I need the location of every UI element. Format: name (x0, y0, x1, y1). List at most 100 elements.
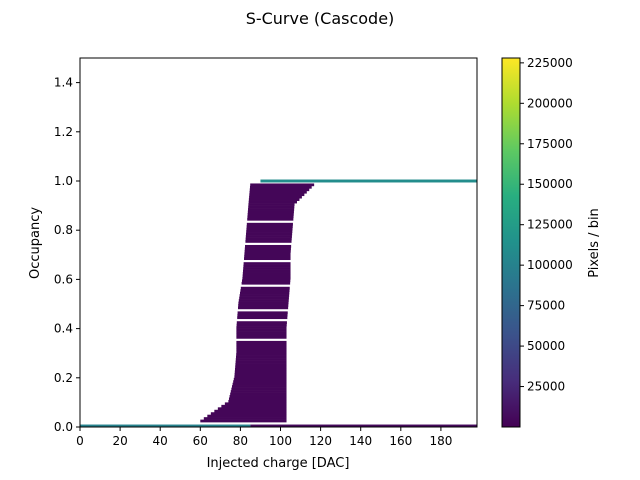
y-tick-label: 0.8 (54, 223, 73, 237)
heatmap-cell (240, 286, 290, 290)
heatmap-cell (230, 392, 287, 396)
heatmap-cell (248, 200, 297, 204)
heatmap-cell (249, 188, 310, 192)
heatmap-cell (244, 247, 291, 251)
y-tick-label: 0.2 (54, 371, 73, 385)
heatmap-cell (247, 215, 294, 219)
heatmap-cell (231, 387, 287, 391)
heatmap-cell (239, 294, 290, 297)
x-tick-label: 100 (269, 434, 292, 448)
heatmap-cell (236, 340, 287, 344)
heatmap-cell (237, 313, 288, 317)
y-tick-label: 1.2 (54, 125, 73, 139)
heatmap-cell (238, 299, 289, 302)
heatmap-cell (236, 331, 287, 334)
heatmap-cell (200, 419, 287, 423)
heatmap-cell (236, 350, 287, 354)
heatmap-cell (233, 380, 287, 384)
colorbar-tick-label: 175000 (527, 137, 573, 151)
heatmap-cell (242, 279, 291, 283)
heatmap-cell (248, 203, 295, 206)
y-tick-label: 0.4 (54, 322, 73, 336)
y-tick-label: 1.0 (54, 174, 73, 188)
heatmap-cell (236, 333, 287, 337)
heatmap-cell (244, 254, 291, 258)
heatmap-cell (244, 252, 291, 256)
heatmap-cell (249, 190, 307, 194)
heatmap-cell (234, 367, 287, 371)
colorbar-tick-label: 25000 (527, 380, 565, 394)
heatmap-cell (203, 417, 287, 420)
colorbar-ticks: 25000 50000 75000 100000 125000 150000 175000 2… (520, 56, 573, 394)
x-tick-label: 180 (429, 434, 452, 448)
x-tick-label: 20 (112, 434, 127, 448)
heatmap-cell (246, 232, 293, 236)
heatmap-cell (236, 321, 287, 324)
heatmap-cell (248, 198, 300, 201)
heatmap-cell (210, 412, 287, 415)
heatmap-cell (237, 306, 289, 310)
heatmap-cell (235, 365, 287, 369)
heatmap-cell (230, 390, 287, 393)
x-tick-label: 60 (193, 434, 208, 448)
heatmap-cell (224, 402, 287, 406)
heatmap-band (250, 424, 477, 427)
heatmap-cell (237, 316, 288, 320)
x-tick-label: 80 (233, 434, 248, 448)
heatmap-cell (245, 244, 292, 248)
heatmap-cell (242, 274, 291, 278)
heatmap-cell (249, 193, 305, 197)
y-axis-label: Occupancy (28, 207, 43, 279)
colorbar-tick-label: 100000 (527, 258, 573, 272)
heatmap-cell (246, 222, 293, 226)
heatmap-cell (236, 328, 287, 332)
heatmap-cell (242, 272, 291, 275)
heatmap-cell (244, 249, 291, 253)
x-axis-label: Injected charge [DAC] (207, 456, 350, 471)
x-tick-label: 0 (76, 434, 84, 448)
heatmap-cell (214, 409, 287, 413)
x-axis: 0 20 40 60 80 100 120 140 160 180 (76, 427, 452, 448)
heatmap-cell (249, 195, 302, 199)
heatmap-cell (236, 343, 287, 347)
heatmap-cell (246, 227, 293, 231)
chart-title: S-Curve (Cascode) (246, 9, 395, 28)
y-axis: 0.0 0.2 0.4 0.6 0.8 1.0 1.2 1.4 (54, 76, 80, 434)
colorbar-tick-label: 225000 (527, 56, 573, 70)
colorbar-gradient (501, 57, 521, 428)
heatmap-cell (237, 311, 288, 315)
heatmap-cell (242, 276, 291, 280)
heatmap-cell (243, 262, 291, 265)
heatmap-cell (248, 205, 295, 209)
colorbar-tick-label: 200000 (527, 96, 573, 110)
heatmap-cell (243, 264, 291, 268)
heatmap-cell (245, 237, 292, 241)
heatmap-cell (243, 269, 291, 273)
heatmap-band (80, 424, 251, 427)
heatmap-cell (239, 296, 289, 300)
heatmap-cell (250, 183, 315, 187)
heatmap-cell (245, 240, 292, 243)
colorbar-tick-label: 125000 (527, 218, 573, 232)
heatmap-cell (247, 212, 294, 216)
colorbar-tick-label: 75000 (527, 299, 565, 313)
heatmap-cell (229, 395, 287, 398)
colorbar-label: Pixels / bin (587, 208, 602, 278)
heatmap-cell (228, 397, 287, 401)
heatmap-cell (247, 217, 294, 221)
heatmap-cell (234, 372, 287, 376)
heatmap-cell (236, 326, 287, 329)
colorbar-tick-label: 150000 (527, 177, 573, 191)
heatmap-cell (238, 301, 289, 305)
heatmap-cell (235, 355, 287, 359)
heatmap-cell (235, 363, 287, 366)
heatmap-cell (249, 185, 312, 189)
heatmap-band (260, 179, 477, 183)
y-tick-label: 1.4 (54, 76, 73, 90)
heatmap-cell (247, 210, 294, 214)
heatmap-cell (217, 407, 287, 411)
heatmap-cell (235, 358, 287, 361)
plot-frame (79, 57, 478, 428)
heatmap-cells (80, 179, 477, 427)
